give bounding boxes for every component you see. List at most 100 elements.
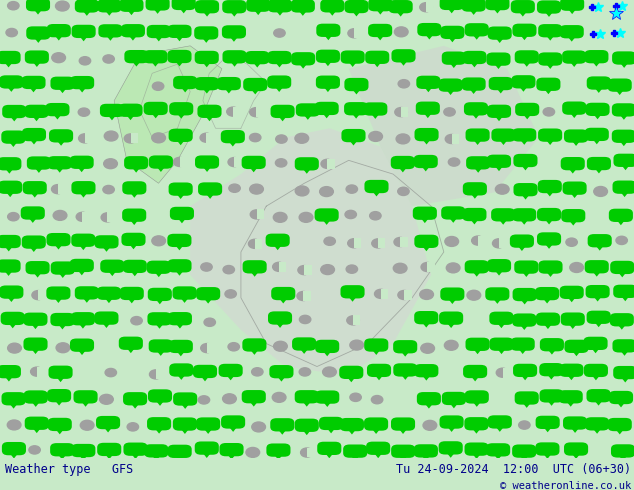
Polygon shape: [470, 82, 477, 85]
Polygon shape: [521, 400, 533, 408]
Polygon shape: [201, 164, 213, 172]
Polygon shape: [251, 265, 258, 268]
Polygon shape: [30, 425, 43, 433]
Polygon shape: [202, 296, 214, 304]
Polygon shape: [519, 192, 532, 199]
FancyBboxPatch shape: [366, 441, 390, 455]
Polygon shape: [254, 56, 261, 58]
FancyBboxPatch shape: [417, 392, 441, 405]
Polygon shape: [472, 107, 479, 110]
Polygon shape: [176, 317, 183, 319]
FancyBboxPatch shape: [122, 233, 146, 246]
Polygon shape: [301, 342, 307, 345]
Polygon shape: [176, 264, 183, 267]
FancyBboxPatch shape: [562, 101, 586, 115]
Polygon shape: [124, 112, 137, 120]
Polygon shape: [251, 60, 264, 68]
FancyBboxPatch shape: [146, 261, 171, 274]
Polygon shape: [149, 59, 162, 67]
Bar: [353, 316, 361, 325]
Bar: [156, 369, 163, 379]
Polygon shape: [347, 138, 359, 146]
FancyBboxPatch shape: [465, 23, 489, 36]
FancyBboxPatch shape: [515, 103, 540, 116]
FancyBboxPatch shape: [196, 287, 220, 300]
Polygon shape: [618, 214, 624, 216]
Circle shape: [198, 396, 210, 404]
Polygon shape: [32, 318, 39, 320]
Bar: [179, 157, 187, 167]
FancyBboxPatch shape: [46, 287, 70, 300]
FancyBboxPatch shape: [319, 417, 343, 430]
Polygon shape: [548, 343, 555, 345]
FancyBboxPatch shape: [71, 234, 95, 247]
Polygon shape: [346, 294, 359, 302]
Polygon shape: [157, 293, 163, 295]
FancyBboxPatch shape: [439, 416, 463, 429]
Bar: [207, 343, 214, 353]
Polygon shape: [276, 427, 288, 435]
Circle shape: [101, 213, 113, 222]
FancyBboxPatch shape: [193, 365, 217, 378]
FancyBboxPatch shape: [585, 50, 609, 63]
FancyBboxPatch shape: [223, 50, 247, 64]
Polygon shape: [370, 347, 382, 355]
Polygon shape: [36, 161, 42, 164]
Polygon shape: [75, 347, 88, 355]
Polygon shape: [397, 426, 410, 434]
Polygon shape: [107, 29, 114, 32]
FancyBboxPatch shape: [564, 129, 588, 143]
Circle shape: [81, 420, 94, 430]
Polygon shape: [565, 372, 578, 380]
Circle shape: [200, 133, 212, 142]
Circle shape: [420, 2, 432, 12]
Circle shape: [32, 291, 44, 300]
Polygon shape: [372, 450, 384, 458]
FancyBboxPatch shape: [463, 182, 487, 196]
Circle shape: [295, 133, 309, 143]
Polygon shape: [350, 134, 357, 136]
Polygon shape: [618, 395, 624, 398]
Polygon shape: [573, 447, 579, 450]
Circle shape: [345, 210, 356, 219]
FancyBboxPatch shape: [538, 24, 562, 37]
FancyBboxPatch shape: [514, 154, 538, 167]
Polygon shape: [8, 401, 20, 409]
FancyBboxPatch shape: [169, 182, 193, 196]
Polygon shape: [303, 162, 310, 165]
FancyBboxPatch shape: [485, 287, 509, 300]
Polygon shape: [518, 32, 531, 40]
Circle shape: [372, 239, 384, 248]
Polygon shape: [100, 244, 113, 252]
Circle shape: [324, 237, 335, 245]
Polygon shape: [274, 320, 287, 328]
Polygon shape: [29, 211, 36, 214]
Polygon shape: [349, 55, 356, 58]
Polygon shape: [79, 399, 92, 407]
Bar: [131, 133, 138, 144]
FancyBboxPatch shape: [269, 365, 294, 378]
Polygon shape: [370, 426, 382, 434]
Polygon shape: [228, 59, 241, 67]
Polygon shape: [181, 422, 188, 425]
Polygon shape: [226, 139, 239, 147]
Polygon shape: [495, 57, 502, 60]
Polygon shape: [155, 30, 162, 32]
Polygon shape: [179, 85, 191, 93]
FancyBboxPatch shape: [172, 286, 197, 299]
FancyBboxPatch shape: [393, 363, 417, 377]
Polygon shape: [31, 270, 44, 277]
FancyBboxPatch shape: [536, 313, 560, 326]
Polygon shape: [350, 87, 363, 95]
FancyBboxPatch shape: [515, 50, 539, 64]
Polygon shape: [6, 162, 13, 165]
Circle shape: [250, 108, 262, 117]
FancyBboxPatch shape: [94, 235, 119, 248]
FancyBboxPatch shape: [315, 340, 339, 353]
Polygon shape: [173, 268, 186, 276]
Polygon shape: [469, 191, 481, 199]
FancyBboxPatch shape: [462, 208, 486, 221]
Polygon shape: [422, 110, 434, 118]
Polygon shape: [79, 343, 86, 346]
Polygon shape: [349, 290, 356, 293]
